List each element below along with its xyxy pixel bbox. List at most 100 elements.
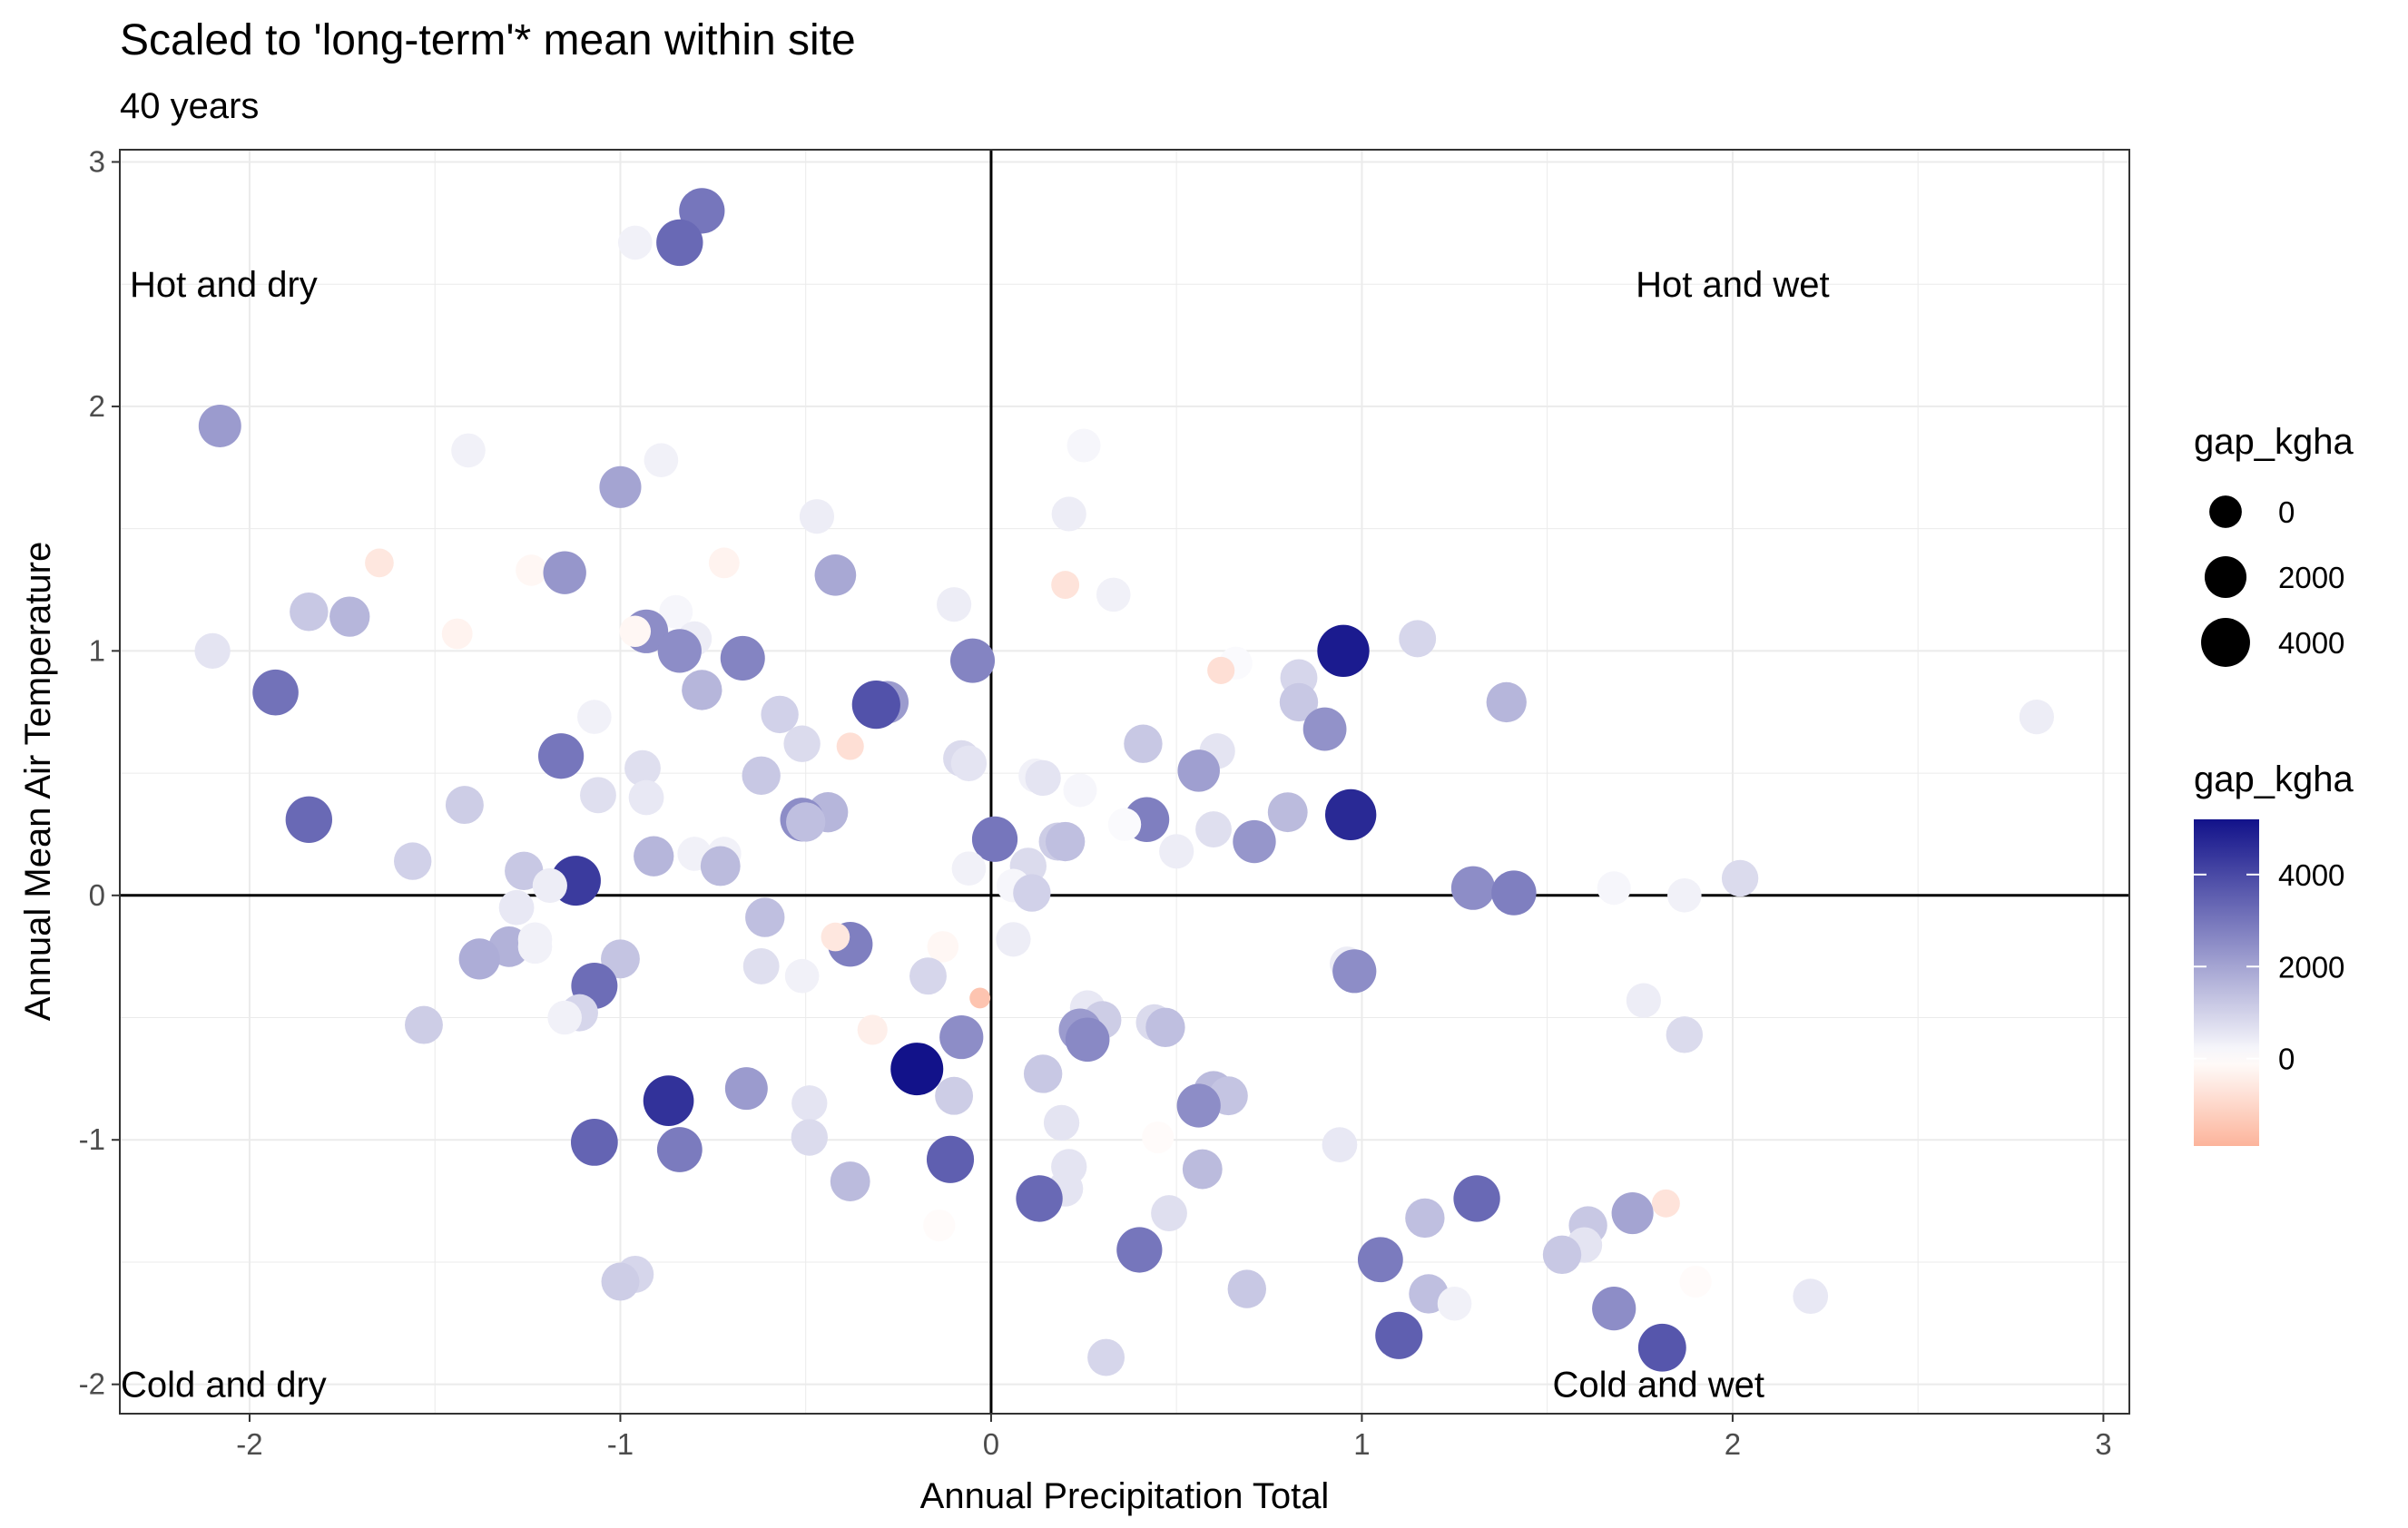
data-point: [634, 836, 674, 877]
x-axis-title: Annual Precipitation Total: [920, 1476, 1330, 1516]
y-tick-label: 2: [89, 389, 105, 423]
quadrant-label: Hot and wet: [1636, 265, 1829, 305]
data-point: [1195, 811, 1232, 847]
data-point: [1667, 877, 1702, 913]
data-point: [617, 225, 653, 260]
data-point: [830, 1161, 870, 1201]
data-point: [1051, 571, 1080, 600]
data-point: [537, 733, 585, 779]
data-point: [451, 433, 486, 468]
data-point: [2019, 700, 2054, 735]
data-point: [1450, 866, 1496, 910]
data-point: [742, 756, 781, 795]
quadrant-label: Cold and wet: [1552, 1366, 1764, 1406]
quadrant-labels: Hot and dry Hot and wet Cold and dry Cold a…: [121, 265, 1830, 1405]
color-legend-label: 4000: [2278, 858, 2344, 892]
data-point: [1023, 1054, 1063, 1093]
color-legend-label: 2000: [2278, 950, 2344, 984]
data-point: [1679, 1265, 1712, 1298]
data-point: [619, 615, 652, 648]
data-point: [890, 1043, 944, 1096]
data-point: [1637, 1323, 1686, 1372]
reference-lines: [120, 150, 2129, 1414]
data-point: [708, 547, 740, 579]
data-point: [194, 632, 231, 669]
data-point: [923, 1209, 956, 1242]
chart-subtitle: 40 years: [120, 86, 259, 126]
data-point: [1227, 1269, 1266, 1308]
data-point: [1151, 1195, 1187, 1231]
data-point: [791, 1085, 828, 1122]
data-point: [1626, 983, 1661, 1018]
size-legend-label: 4000: [2278, 626, 2344, 660]
x-tick-label: 2: [1725, 1427, 1741, 1461]
data-point: [252, 669, 299, 716]
data-point: [1145, 1007, 1185, 1047]
data-point: [1066, 428, 1101, 463]
data-point: [441, 618, 473, 650]
data-point: [1325, 788, 1377, 841]
data-point: [1063, 773, 1097, 808]
data-point: [1399, 620, 1437, 658]
data-point: [971, 816, 1018, 862]
data-points: [194, 188, 2054, 1376]
data-point: [682, 670, 722, 710]
data-point: [1542, 1235, 1582, 1275]
data-point: [1486, 681, 1527, 723]
data-point: [1107, 808, 1142, 841]
data-point: [1437, 1286, 1472, 1321]
data-point: [601, 939, 640, 979]
data-point: [405, 1005, 443, 1044]
data-point: [799, 499, 835, 534]
data-point: [909, 957, 947, 995]
x-axis: -2 -1 0 1 2 3: [236, 1414, 2112, 1461]
data-point: [1124, 724, 1163, 763]
data-point: [1025, 759, 1061, 797]
data-point: [628, 779, 664, 816]
data-point: [1793, 1278, 1829, 1315]
data-point: [1233, 819, 1276, 864]
color-legend-title: gap_kgha: [2194, 759, 2354, 799]
size-legend-label: 2000: [2278, 561, 2344, 594]
quadrant-label: Hot and dry: [130, 265, 318, 305]
data-point: [791, 1119, 828, 1156]
data-point: [1666, 1016, 1703, 1053]
data-point: [516, 554, 547, 586]
data-point: [935, 1076, 974, 1115]
data-point: [1357, 1237, 1403, 1283]
data-point: [821, 922, 850, 952]
data-point: [1207, 656, 1235, 684]
data-point: [1597, 871, 1631, 906]
data-point: [784, 958, 820, 994]
color-legend-label: 0: [2278, 1043, 2295, 1076]
data-point: [786, 802, 826, 842]
data-point: [1051, 496, 1086, 532]
y-tick-label: 3: [89, 144, 105, 178]
data-point: [996, 922, 1031, 957]
data-point: [656, 1127, 703, 1172]
data-point: [1065, 1017, 1110, 1063]
data-point: [570, 1119, 618, 1166]
data-point: [950, 745, 988, 781]
data-point: [814, 553, 857, 596]
data-point: [969, 987, 991, 1009]
data-point: [939, 1014, 984, 1060]
data-point: [644, 443, 679, 477]
color-bar: [2194, 819, 2259, 1146]
data-point: [1016, 1175, 1063, 1222]
data-point: [365, 548, 394, 578]
data-point: [1302, 707, 1347, 751]
plot-panel: [120, 150, 2129, 1414]
data-point: [1182, 1149, 1223, 1190]
chart-title: Scaled to 'long-term'* mean within site: [120, 16, 856, 64]
data-point: [1405, 1198, 1445, 1239]
data-point: [290, 593, 329, 632]
data-point: [724, 1067, 768, 1111]
data-point: [927, 931, 959, 963]
data-point: [657, 629, 702, 673]
data-point: [1096, 577, 1131, 612]
data-point: [643, 1075, 694, 1126]
data-point: [742, 948, 780, 984]
data-point: [1013, 874, 1051, 912]
